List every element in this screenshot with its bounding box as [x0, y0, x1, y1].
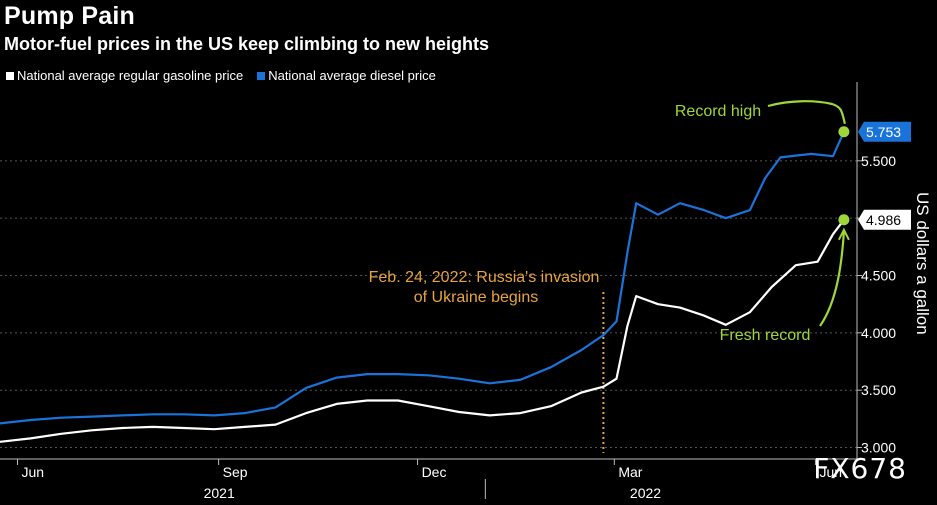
gasoline-last-value-tag — [858, 209, 911, 230]
annotation-record-high: Record high — [675, 103, 761, 120]
y-tick-label: 3.000 — [861, 440, 896, 456]
x-year-label: 2021 — [204, 485, 235, 501]
x-tick-label: Dec — [422, 464, 447, 480]
x-tick-label: Mar — [618, 464, 642, 480]
chart-title: Pump Pain — [4, 2, 135, 30]
diesel-price-line — [0, 131, 845, 425]
legend-label-diesel: National average diesel price — [268, 68, 436, 83]
diesel-last-value-tag — [858, 121, 911, 142]
x-tick-label: Sep — [223, 464, 248, 480]
y-tick-label: 4.000 — [861, 325, 896, 341]
record-high-arrow — [767, 100, 846, 125]
x-tick-label: Jun — [21, 464, 44, 480]
y-tick-label: 4.500 — [861, 268, 896, 284]
diesel-record-dot — [838, 126, 850, 138]
y-tick-label: 5.500 — [861, 153, 896, 169]
y-tick-label: 3.500 — [861, 382, 896, 398]
gasoline-record-dot — [838, 214, 850, 226]
gasoline-price-line — [0, 219, 845, 443]
diesel-last-value-label: 5.753 — [866, 124, 901, 140]
gasoline-last-value-label: 4.986 — [866, 212, 901, 228]
legend-label-gasoline: National average regular gasoline price — [17, 68, 244, 83]
x-year-label: 2022 — [630, 485, 661, 501]
chart-legend: National average regular gasoline price … — [6, 68, 436, 83]
y-axis-title: US dollars a gallon — [913, 192, 932, 335]
legend-swatch-gasoline — [6, 71, 14, 80]
annotation-invasion-line1: Feb. 24, 2022: Russia's invasion — [369, 269, 600, 286]
annotation-invasion-line2: of Ukraine begins — [414, 289, 539, 306]
legend-item-gasoline: National average regular gasoline price — [6, 68, 243, 83]
annotation-fresh-record: Fresh record — [720, 327, 811, 344]
legend-swatch-diesel — [257, 71, 266, 80]
chart-subtitle: Motor-fuel prices in the US keep climbin… — [4, 34, 490, 54]
watermark: FX678 — [813, 452, 907, 485]
x-tick-label: Jun — [819, 464, 842, 480]
fresh-record-arrow — [819, 231, 845, 327]
fresh-record-arrowhead — [838, 227, 850, 241]
legend-item-diesel: National average diesel price — [257, 68, 436, 83]
